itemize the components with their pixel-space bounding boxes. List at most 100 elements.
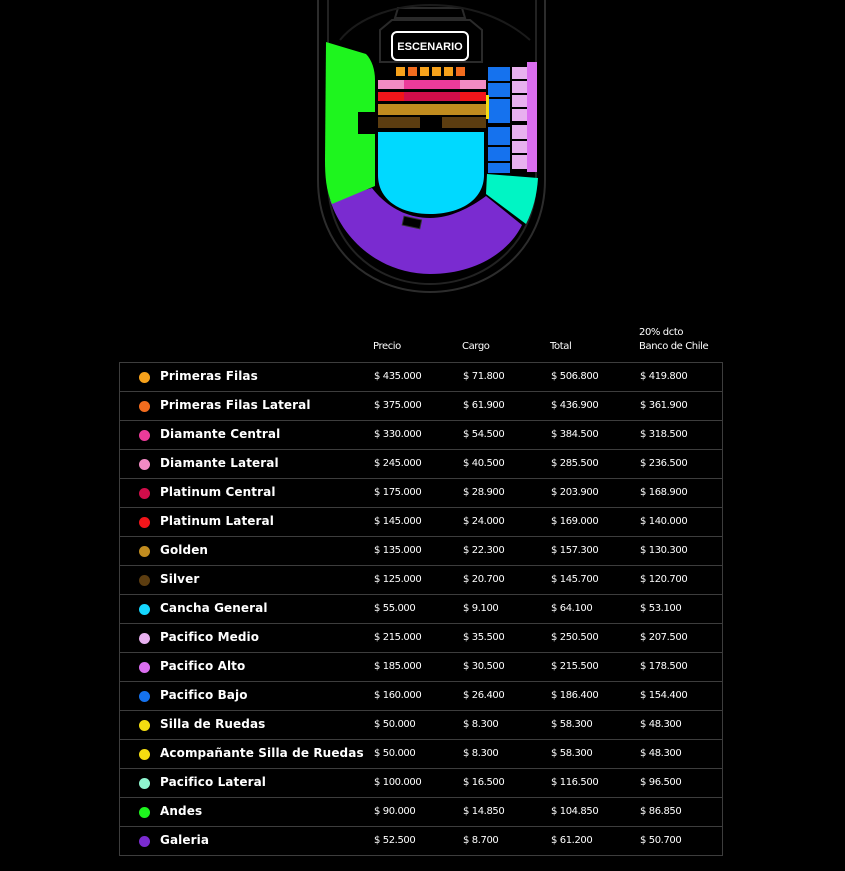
zone-color-dot xyxy=(139,633,150,644)
zone-name: Primeras Filas Lateral xyxy=(160,398,311,412)
col-price-header: Precio xyxy=(373,341,401,352)
table-row[interactable]: Pacifico Medio $ 215.000 $ 35.500 $ 250.500… xyxy=(120,623,722,652)
fee-cell: $ 26.400 xyxy=(463,690,505,701)
zone-galeria[interactable] xyxy=(330,188,522,274)
zone-andes[interactable] xyxy=(325,42,375,204)
price-cell: $ 435.000 xyxy=(374,371,422,382)
zone-pacifico-alto[interactable] xyxy=(527,62,537,172)
total-cell: $ 250.500 xyxy=(551,632,599,643)
zone-color-dot xyxy=(139,778,150,789)
price-cell: $ 160.000 xyxy=(374,690,422,701)
zone-name: Galeria xyxy=(160,833,210,847)
total-cell: $ 64.100 xyxy=(551,603,593,614)
zone-name: Pacifico Alto xyxy=(160,659,246,673)
zone-name: Platinum Lateral xyxy=(160,514,274,528)
price-cell: $ 215.000 xyxy=(374,632,422,643)
wheelchair-area[interactable] xyxy=(486,95,489,119)
zone-color-dot xyxy=(139,430,150,441)
zone-name: Pacifico Bajo xyxy=(160,688,248,702)
table-row[interactable]: Acompañante Silla de Ruedas $ 50.000 $ 8.3… xyxy=(120,739,722,768)
zone-pacifico-medio[interactable] xyxy=(512,67,530,169)
table-row[interactable]: Silver $ 125.000 $ 20.700 $ 145.700 $ 120.70… xyxy=(120,565,722,594)
table-row[interactable]: Platinum Central $ 175.000 $ 28.900 $ 203.9… xyxy=(120,478,722,507)
table-body: Primeras Filas $ 435.000 $ 71.800 $ 506.800… xyxy=(119,362,723,856)
table-row[interactable]: Silla de Ruedas $ 50.000 $ 8.300 $ 58.300 $ … xyxy=(120,710,722,739)
table-row[interactable]: Pacifico Alto $ 185.000 $ 30.500 $ 215.500 $… xyxy=(120,652,722,681)
zone-name: Golden xyxy=(160,543,209,557)
total-cell: $ 215.500 xyxy=(551,661,599,672)
table-row[interactable]: Galeria $ 52.500 $ 8.700 $ 61.200 $ 50.700 xyxy=(120,826,722,855)
total-cell: $ 506.800 xyxy=(551,371,599,382)
fee-cell: $ 8.700 xyxy=(463,835,499,846)
discount-cell: $ 168.900 xyxy=(640,487,688,498)
discount-cell: $ 178.500 xyxy=(640,661,688,672)
price-cell: $ 50.000 xyxy=(374,719,416,730)
total-cell: $ 384.500 xyxy=(551,429,599,440)
fee-cell: $ 71.800 xyxy=(463,371,505,382)
stage-ramp xyxy=(393,7,467,19)
zone-diamante[interactable] xyxy=(378,80,486,89)
table-row[interactable]: Pacifico Bajo $ 160.000 $ 26.400 $ 186.400 $… xyxy=(120,681,722,710)
discount-cell: $ 50.700 xyxy=(640,835,682,846)
discount-cell: $ 96.500 xyxy=(640,777,682,788)
zone-name: Silla de Ruedas xyxy=(160,717,266,731)
price-cell: $ 245.000 xyxy=(374,458,422,469)
zone-platinum[interactable] xyxy=(378,92,486,101)
table-row[interactable]: Cancha General $ 55.000 $ 9.100 $ 64.100 $ 5… xyxy=(120,594,722,623)
col-total-header: Total xyxy=(550,341,572,352)
zone-color-dot xyxy=(139,807,150,818)
total-cell: $ 186.400 xyxy=(551,690,599,701)
upper-stand xyxy=(339,3,531,41)
table-row[interactable]: Primeras Filas $ 435.000 $ 71.800 $ 506.800… xyxy=(120,363,722,391)
fee-cell: $ 35.500 xyxy=(463,632,505,643)
fee-cell: $ 40.500 xyxy=(463,458,505,469)
table-row[interactable]: Diamante Lateral $ 245.000 $ 40.500 $ 285.5… xyxy=(120,449,722,478)
discount-cell: $ 361.900 xyxy=(640,400,688,411)
table-row[interactable]: Platinum Lateral $ 145.000 $ 24.000 $ 169.0… xyxy=(120,507,722,536)
table-row[interactable]: Primeras Filas Lateral $ 375.000 $ 61.900 $… xyxy=(120,391,722,420)
zone-name: Acompañante Silla de Ruedas xyxy=(160,746,364,760)
fee-cell: $ 54.500 xyxy=(463,429,505,440)
table-header: Precio Cargo Total 20% dcto Banco de Chi… xyxy=(119,320,723,362)
zone-cancha-general[interactable] xyxy=(378,132,484,214)
zone-color-dot xyxy=(139,604,150,615)
fee-cell: $ 24.000 xyxy=(463,516,505,527)
zone-primeras-filas[interactable] xyxy=(396,67,465,76)
table-row[interactable]: Golden $ 135.000 $ 22.300 $ 157.300 $ 130.30… xyxy=(120,536,722,565)
zone-color-dot xyxy=(139,691,150,702)
table-row[interactable]: Andes $ 90.000 $ 14.850 $ 104.850 $ 86.850 xyxy=(120,797,722,826)
price-cell: $ 145.000 xyxy=(374,516,422,527)
table-row[interactable]: Pacifico Lateral $ 100.000 $ 16.500 $ 116.5… xyxy=(120,768,722,797)
price-cell: $ 52.500 xyxy=(374,835,416,846)
fee-cell: $ 16.500 xyxy=(463,777,505,788)
col-discount-line1: 20% dcto xyxy=(639,327,684,338)
discount-cell: $ 130.300 xyxy=(640,545,688,556)
price-cell: $ 330.000 xyxy=(374,429,422,440)
zone-name: Cancha General xyxy=(160,601,268,615)
zone-color-dot xyxy=(139,517,150,528)
zone-name: Platinum Central xyxy=(160,485,276,499)
zone-name: Diamante Lateral xyxy=(160,456,279,470)
stage-label: ESCENARIO xyxy=(397,41,463,53)
zone-pacifico-lateral[interactable] xyxy=(486,174,538,224)
total-cell: $ 61.200 xyxy=(551,835,593,846)
zone-color-dot xyxy=(139,720,150,731)
discount-cell: $ 48.300 xyxy=(640,748,682,759)
price-cell: $ 100.000 xyxy=(374,777,422,788)
fee-cell: $ 28.900 xyxy=(463,487,505,498)
zone-color-dot xyxy=(139,836,150,847)
zone-color-dot xyxy=(139,749,150,760)
table-row[interactable]: Diamante Central $ 330.000 $ 54.500 $ 384.5… xyxy=(120,420,722,449)
galeria-access xyxy=(401,215,423,230)
zone-name: Silver xyxy=(160,572,200,586)
price-cell: $ 55.000 xyxy=(374,603,416,614)
zone-pacifico-bajo[interactable] xyxy=(488,67,510,173)
total-cell: $ 436.900 xyxy=(551,400,599,411)
zone-color-dot xyxy=(139,372,150,383)
price-table: Precio Cargo Total 20% dcto Banco de Chi… xyxy=(119,320,723,856)
zone-golden[interactable] xyxy=(378,104,486,115)
discount-cell: $ 236.500 xyxy=(640,458,688,469)
total-cell: $ 169.000 xyxy=(551,516,599,527)
fee-cell: $ 22.300 xyxy=(463,545,505,556)
total-cell: $ 104.850 xyxy=(551,806,599,817)
